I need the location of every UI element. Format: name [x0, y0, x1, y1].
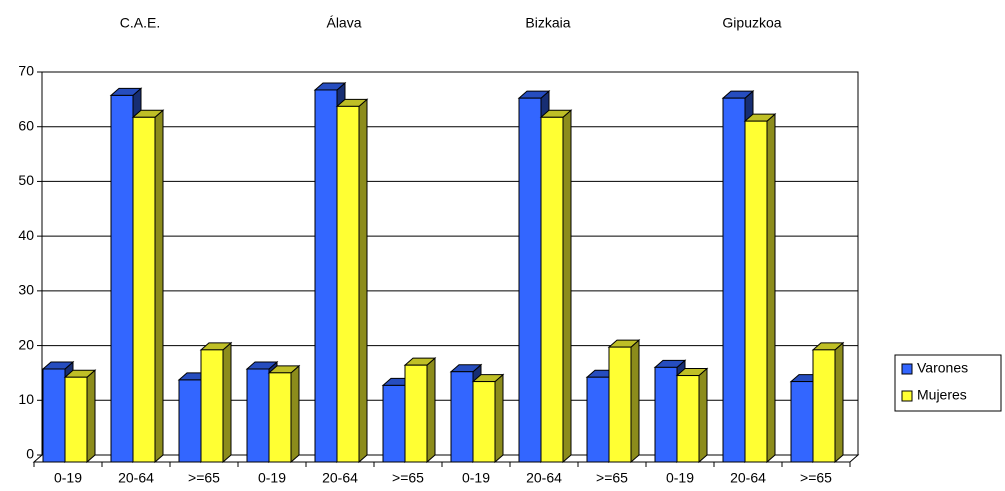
bar-side [290, 364, 300, 464]
bar-front [268, 372, 292, 463]
y-tick-label: 20 [18, 336, 34, 352]
x-tick-label: >=65 [392, 470, 424, 486]
bar-front [110, 94, 134, 463]
bar-front [654, 366, 678, 463]
bar-front [42, 368, 66, 463]
bar-front [540, 116, 564, 463]
bar [199, 341, 233, 464]
x-tick-label: 0-19 [258, 470, 286, 486]
bar-front [178, 379, 202, 463]
x-tick-label: >=65 [188, 470, 220, 486]
bar-side [494, 373, 504, 464]
bar-side [630, 338, 640, 464]
y-tick-label: 30 [18, 282, 34, 298]
x-tick-label: 0-19 [666, 470, 694, 486]
group-label: C.A.E. [120, 15, 160, 31]
bar [403, 357, 437, 464]
bar [743, 113, 777, 464]
bar-front [744, 120, 768, 463]
bar [131, 109, 165, 464]
bar-front [404, 364, 428, 463]
x-tick-label: >=65 [596, 470, 628, 486]
bar-front [812, 349, 836, 463]
legend-label: Mujeres [917, 387, 967, 403]
x-tick-label: 20-64 [730, 470, 766, 486]
bar-side [154, 109, 164, 464]
bar-front [608, 346, 632, 463]
bar-front [586, 376, 610, 463]
bar-side [86, 369, 96, 464]
y-tick-label: 0 [26, 446, 34, 462]
legend-swatch [901, 363, 913, 375]
bar-front [676, 375, 700, 463]
y-tick-label: 70 [18, 63, 34, 79]
bar-front [450, 371, 474, 463]
x-tick-label: 0-19 [54, 470, 82, 486]
legend-swatch [901, 390, 913, 402]
y-tick-label: 60 [18, 117, 34, 133]
bar-side [426, 357, 436, 464]
bar-side [222, 341, 232, 464]
x-tick-label: >=65 [800, 470, 832, 486]
y-tick-label: 40 [18, 227, 34, 243]
bar-side [834, 341, 844, 464]
bar-front [472, 381, 496, 463]
group-label: Bizkaia [525, 15, 570, 31]
bar [811, 341, 845, 464]
bar-front [336, 105, 360, 463]
bar-side [358, 98, 368, 464]
legend-label: Varones [917, 360, 968, 376]
bar-front [790, 381, 814, 463]
bar [267, 364, 301, 464]
legend-box [894, 354, 1002, 412]
bar [335, 98, 369, 464]
group-label: Álava [326, 15, 361, 31]
bar-side [698, 367, 708, 464]
bar [471, 373, 505, 464]
bar-front [200, 349, 224, 463]
bar-front [722, 97, 746, 463]
y-tick-label: 10 [18, 391, 34, 407]
bar [607, 338, 641, 464]
x-tick-label: 20-64 [322, 470, 358, 486]
bar-front [246, 368, 270, 463]
bar-front [518, 97, 542, 463]
x-tick-label: 0-19 [462, 470, 490, 486]
y-tick-label: 50 [18, 172, 34, 188]
bar-front [64, 376, 88, 463]
bar-front [132, 116, 156, 463]
bar [539, 109, 573, 464]
bar [63, 369, 97, 464]
group-label: Gipuzkoa [722, 15, 781, 31]
bar-front [314, 89, 338, 463]
bar-front [382, 384, 406, 463]
x-tick-label: 20-64 [526, 470, 562, 486]
bar-side [562, 109, 572, 464]
bar-side [766, 113, 776, 464]
x-tick-label: 20-64 [118, 470, 154, 486]
bar [675, 367, 709, 464]
